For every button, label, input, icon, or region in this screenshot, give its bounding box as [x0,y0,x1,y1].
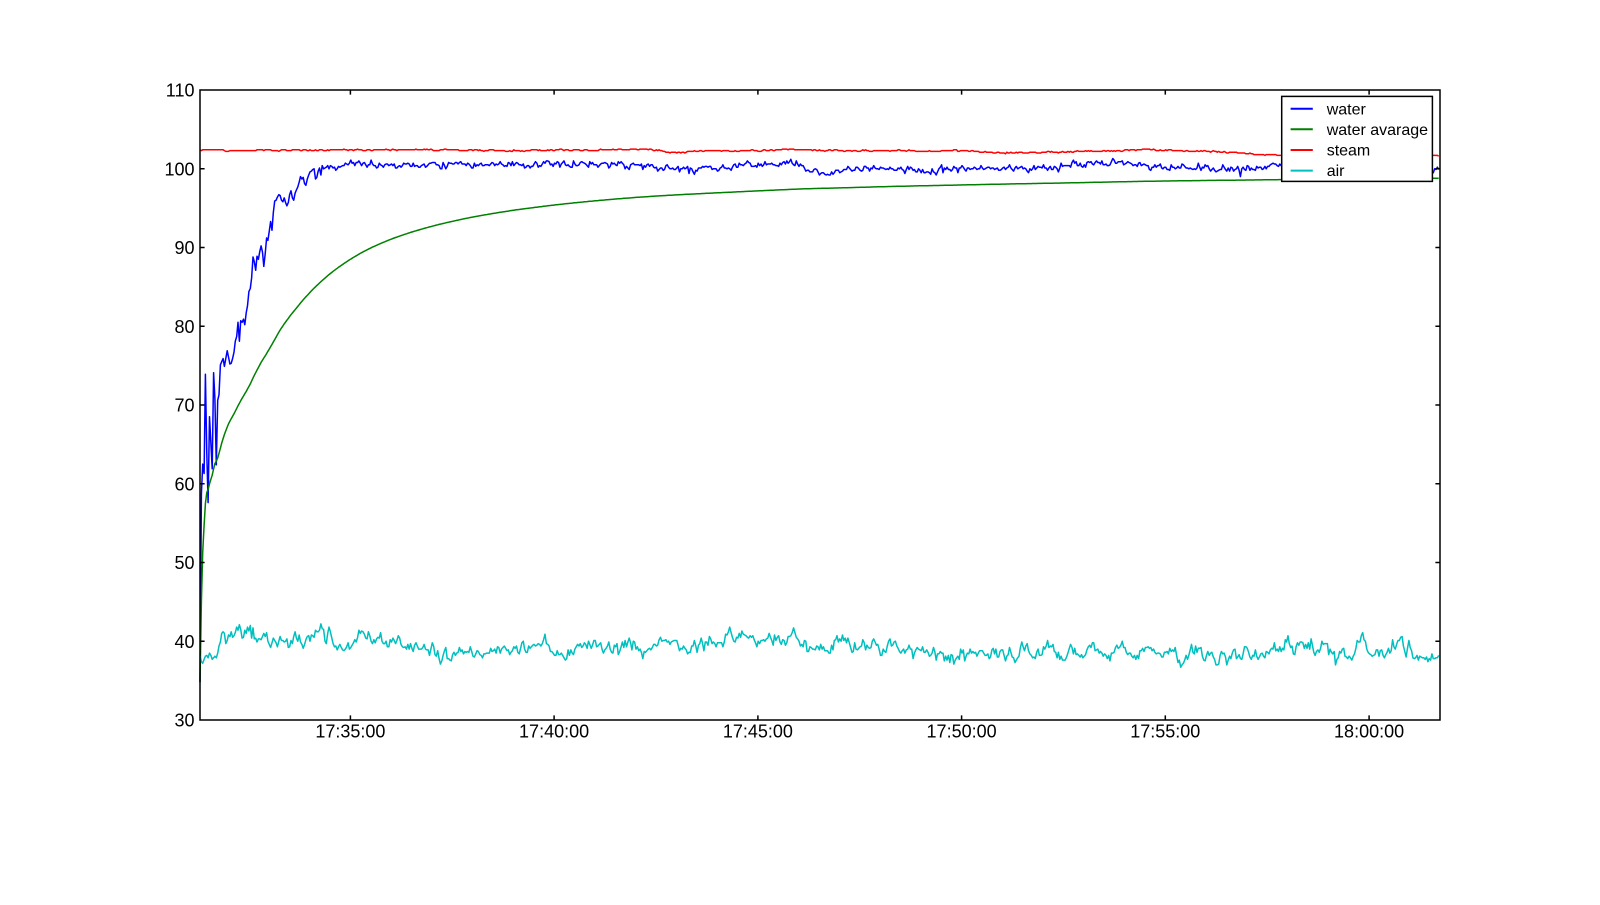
svg-text:17:50:00: 17:50:00 [927,721,997,741]
svg-text:air: air [1327,163,1345,180]
svg-text:steam: steam [1327,143,1371,160]
svg-text:50: 50 [174,553,194,573]
svg-text:100: 100 [164,159,194,179]
svg-text:30: 30 [174,711,194,731]
svg-text:18:00:00: 18:00:00 [1334,721,1404,741]
svg-text:17:45:00: 17:45:00 [723,721,793,741]
svg-text:70: 70 [174,396,194,416]
svg-text:water: water [1326,101,1367,118]
svg-text:110: 110 [166,81,195,101]
svg-text:17:55:00: 17:55:00 [1130,721,1200,741]
svg-text:60: 60 [174,474,194,494]
svg-text:17:35:00: 17:35:00 [315,721,385,741]
svg-text:80: 80 [174,317,194,337]
svg-text:40: 40 [174,632,194,652]
svg-text:90: 90 [174,238,194,258]
svg-text:water avarage: water avarage [1326,122,1428,139]
svg-text:17:40:00: 17:40:00 [519,721,589,741]
